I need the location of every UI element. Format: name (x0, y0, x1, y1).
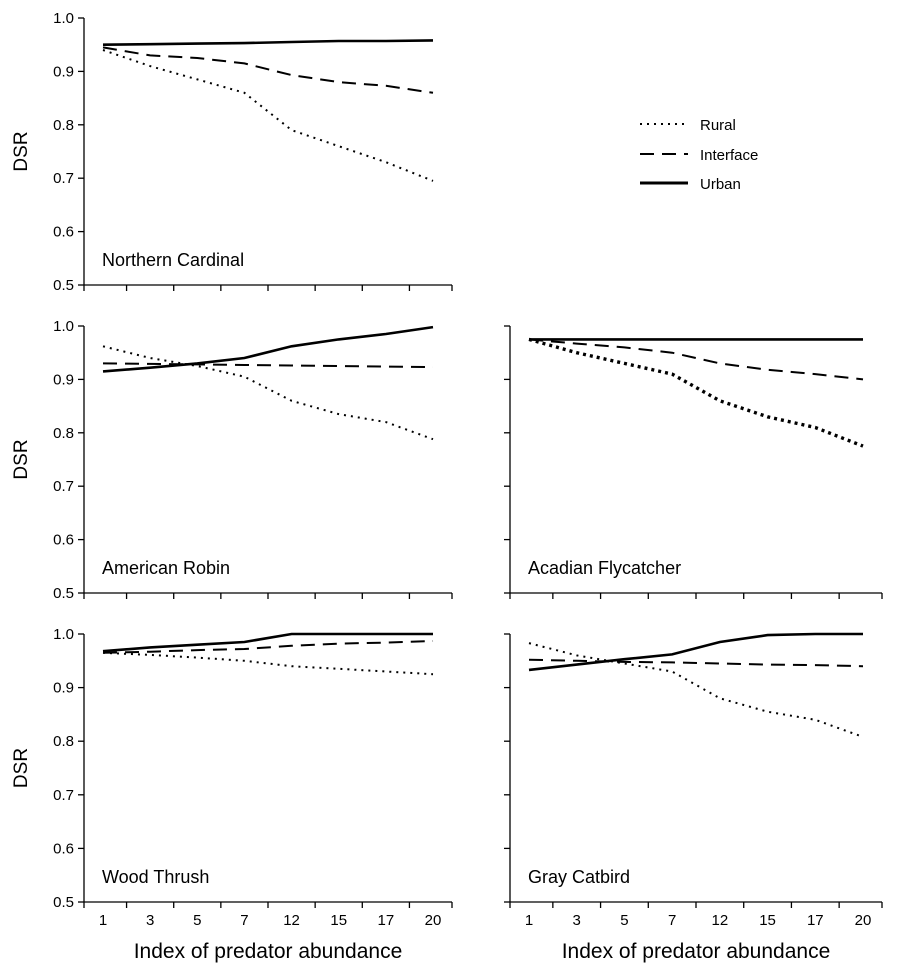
x-tick-label: 12 (712, 912, 729, 929)
series-line-rural (528, 642, 864, 738)
x-tick-label: 1 (525, 912, 533, 929)
series-line-interface (102, 640, 434, 654)
x-tick-label: 5 (193, 912, 201, 929)
y-tick-label: 0.7 (53, 787, 74, 804)
y-axis-title: DSR (11, 131, 32, 171)
x-tick-label: 20 (855, 912, 872, 929)
y-tick-label: 0.9 (53, 680, 74, 697)
y-tick-label: 1.0 (53, 318, 74, 335)
series-line-rural (528, 337, 864, 448)
y-tick-label: 0.7 (53, 478, 74, 495)
x-tick-label: 5 (620, 912, 628, 929)
series-line-interface (528, 658, 864, 668)
x-tick-label: 7 (240, 912, 248, 929)
panel-label: Acadian Flycatcher (528, 558, 681, 578)
series-line-interface (102, 362, 434, 369)
y-tick-label: 0.6 (53, 840, 74, 857)
panel-acadian-flycatcher: Acadian Flycatcher (504, 325, 883, 599)
y-tick-label: 0.5 (53, 585, 74, 602)
x-tick-label: 15 (759, 912, 776, 929)
x-tick-label: 15 (330, 912, 347, 929)
panel-northern-cardinal: 0.5 0.6 0.7 0.8 0.9 1.0 DSR Northern Cardinal (11, 10, 453, 294)
y-tick-label: 1.0 (53, 10, 74, 27)
x-tick-label: 12 (283, 912, 300, 929)
panel-wood-thrush: 0.5 0.6 0.7 0.8 0.9 1.0 1 3 5 7 12 15 17 20 Index of p… (11, 626, 453, 963)
legend-label-rural: Rural (700, 117, 736, 134)
legend: Rural Interface Urban (640, 117, 758, 193)
series-line-interface (528, 338, 864, 381)
x-tick-label: 3 (146, 912, 154, 929)
panel-label: Gray Catbird (528, 867, 630, 887)
x-tick-label: 17 (378, 912, 395, 929)
series-line-rural (102, 49, 434, 182)
y-tick-label: 0.8 (53, 733, 74, 750)
y-axis-title: DSR (11, 748, 32, 788)
y-tick-label: 0.9 (53, 63, 74, 80)
x-tick-label: 7 (668, 912, 676, 929)
legend-label-interface: Interface (700, 147, 758, 164)
panel-american-robin: 0.5 0.6 0.7 0.8 0.9 1.0 DSR American Robin (11, 318, 453, 602)
y-tick-label: 0.5 (53, 277, 74, 294)
panel-label: Northern Cardinal (102, 250, 244, 270)
y-tick-label: 0.9 (53, 371, 74, 388)
series-line-urban (102, 39, 434, 46)
x-tick-label: 1 (99, 912, 107, 929)
panel-label: American Robin (102, 558, 230, 578)
series-line-urban (102, 632, 433, 653)
legend-label-urban: Urban (700, 176, 741, 193)
series-line-interface (102, 46, 434, 94)
y-tick-label: 0.5 (53, 894, 74, 911)
series-line-rural (102, 345, 434, 441)
y-tick-label: 0.6 (53, 532, 74, 549)
y-tick-label: 0.7 (53, 170, 74, 187)
x-axis-title: Index of predator abundance (134, 940, 403, 963)
y-axis-title: DSR (11, 439, 32, 479)
y-tick-label: 1.0 (53, 626, 74, 643)
x-tick-label: 3 (573, 912, 581, 929)
y-tick-label: 0.8 (53, 425, 74, 442)
series-line-urban (102, 325, 434, 373)
series-line-urban (528, 632, 863, 672)
x-tick-label: 20 (425, 912, 442, 929)
panel-label: Wood Thrush (102, 867, 209, 887)
y-tick-label: 0.6 (53, 224, 74, 241)
x-tick-label: 17 (807, 912, 824, 929)
panel-gray-catbird: 1 3 5 7 12 15 17 20 Index of predator abundance G… (504, 632, 883, 963)
x-axis-title: Index of predator abundance (562, 940, 831, 963)
y-tick-label: 0.8 (53, 117, 74, 134)
series-line-rural (102, 651, 434, 676)
